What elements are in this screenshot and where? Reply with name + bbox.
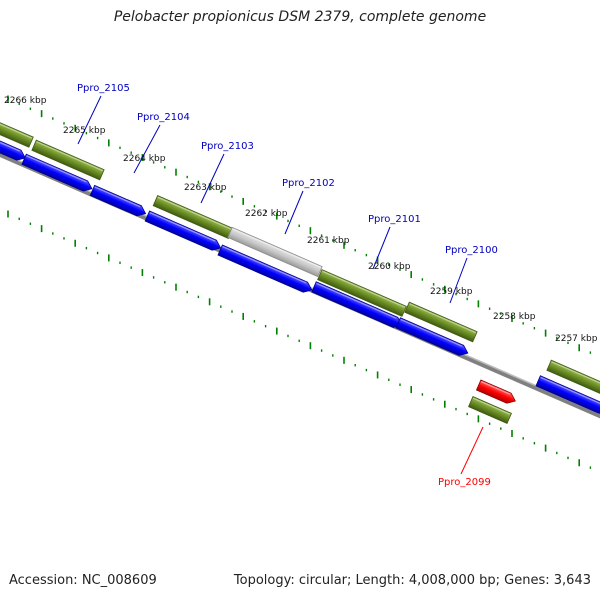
accession-text: Accession: NC_008609 — [9, 573, 157, 588]
gene-body — [144, 210, 222, 251]
gene-highlight — [473, 397, 511, 415]
gene-label-ppro_2104: Ppro_2104 — [137, 112, 190, 123]
kbp-label: 2260 kbp — [368, 262, 411, 272]
cds-block — [395, 317, 469, 356]
noncoding-block — [227, 226, 323, 278]
gene-highlight — [551, 361, 600, 392]
gene-block — [317, 269, 407, 317]
gene-body — [475, 379, 516, 404]
gene-connector-line — [133, 124, 161, 174]
gene-body — [227, 226, 323, 278]
gene-body — [468, 396, 512, 424]
cds-block — [21, 153, 93, 192]
gene-body — [217, 244, 313, 293]
features-layer — [0, 118, 600, 424]
kbp-label: 2261 kbp — [307, 236, 350, 246]
gene-label-ppro_2103: Ppro_2103 — [201, 141, 254, 152]
gene-highlight — [0, 138, 20, 152]
gene-body — [21, 153, 93, 192]
gene-highlight — [400, 319, 463, 347]
gene-connector-line — [372, 226, 391, 270]
kbp-label: 2264 kbp — [123, 154, 166, 164]
gene-highlight — [480, 381, 510, 395]
selected-cds-block — [475, 379, 516, 404]
gene-block — [31, 139, 105, 181]
gene-highlight — [232, 228, 321, 268]
gene-highlight — [322, 270, 406, 308]
gene-connector-line — [200, 153, 225, 204]
gene-highlight — [0, 120, 32, 139]
gene-body — [404, 301, 478, 343]
gene-connector-line — [77, 95, 102, 145]
gene-connector-line — [284, 190, 304, 235]
gene-body — [89, 184, 147, 217]
upper-scale-ticks — [7, 95, 592, 354]
cds-block — [144, 210, 222, 251]
selected-gene-block — [468, 396, 512, 424]
gene-body — [535, 375, 600, 414]
gene-body — [546, 359, 600, 401]
lower-scale-ticks — [7, 210, 592, 469]
tick-marks-layer — [7, 95, 592, 469]
gene-connector-line — [449, 257, 468, 304]
gene-highlight — [540, 377, 600, 405]
kbp-label: 2258 kbp — [493, 312, 536, 322]
gene-body — [317, 269, 407, 317]
gene-highlight — [222, 246, 307, 284]
gene-highlight — [409, 303, 476, 334]
kbp-label: 2263 kbp — [184, 183, 227, 193]
kbp-label: 2262 kbp — [245, 209, 288, 219]
gene-highlight — [157, 196, 232, 230]
gene-block — [404, 301, 478, 343]
cds-block — [0, 136, 26, 161]
gene-highlight — [94, 186, 141, 208]
gene-block — [546, 359, 600, 401]
gene-highlight — [149, 212, 216, 242]
gene-block — [0, 118, 34, 148]
gene-highlight — [316, 283, 397, 319]
kbp-label: 2259 kbp — [430, 287, 473, 297]
cds-block — [535, 375, 600, 414]
kbp-label: 2257 kbp — [555, 334, 598, 344]
cds-block — [89, 184, 147, 217]
gene-highlight — [36, 141, 103, 172]
gene-highlight — [26, 155, 87, 183]
gene-connector-line — [460, 426, 484, 475]
cds-block — [217, 244, 313, 293]
gene-body — [0, 136, 26, 161]
genome-summary-text: Topology: circular; Length: 4,008,000 bp… — [233, 573, 591, 588]
kbp-label: 2266 kbp — [4, 96, 47, 106]
gene-body — [0, 118, 34, 148]
gene-label-ppro_2099: Ppro_2099 — [438, 477, 491, 488]
gene-label-ppro_2101: Ppro_2101 — [368, 214, 421, 225]
gene-body — [31, 139, 105, 181]
gene-label-ppro_2100: Ppro_2100 — [445, 245, 498, 256]
gene-label-ppro_2102: Ppro_2102 — [282, 178, 335, 189]
map-title: Pelobacter propionicus DSM 2379, complet… — [113, 9, 487, 25]
gene-label-ppro_2105: Ppro_2105 — [77, 83, 130, 94]
gene-body — [395, 317, 469, 356]
